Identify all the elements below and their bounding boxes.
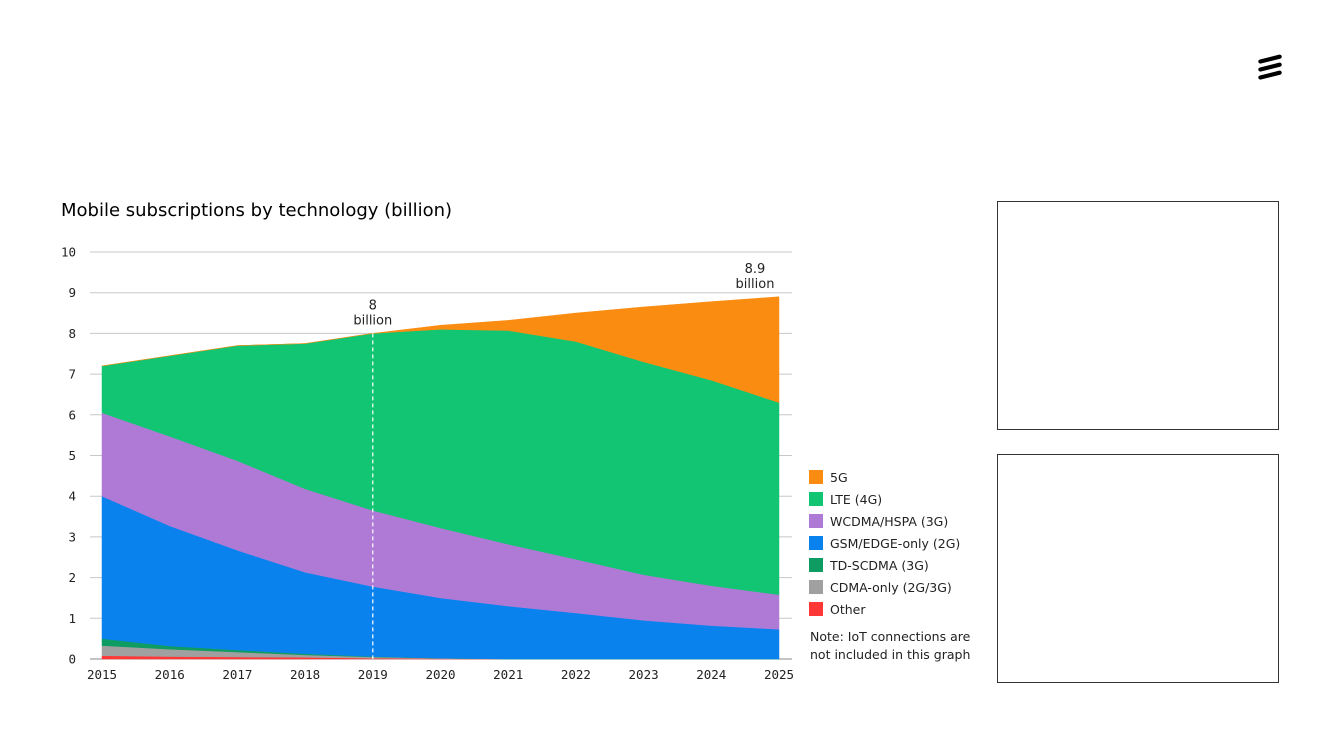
area-5g bbox=[101, 296, 780, 403]
annotation-value: 8.9 bbox=[745, 262, 766, 277]
annotation-unit: billion bbox=[353, 313, 392, 328]
y-tick-label: 8 bbox=[68, 326, 76, 341]
legend-item: 5G bbox=[809, 466, 984, 488]
x-tick-label: 2019 bbox=[358, 667, 388, 682]
legend-swatch bbox=[809, 492, 823, 506]
y-tick-label: 7 bbox=[68, 367, 76, 382]
legend-swatch bbox=[809, 580, 823, 594]
legend-item: WCDMA/HSPA (3G) bbox=[809, 510, 984, 532]
legend-swatch bbox=[809, 558, 823, 572]
annotation-unit: billion bbox=[736, 277, 775, 292]
ericsson-logo-icon bbox=[1258, 54, 1282, 80]
empty-panel-top bbox=[997, 201, 1279, 430]
legend-swatch bbox=[809, 602, 823, 616]
legend-label: 5G bbox=[830, 469, 848, 485]
x-tick-label: 2021 bbox=[493, 667, 523, 682]
legend-item: CDMA-only (2G/3G) bbox=[809, 576, 984, 598]
y-tick-label: 1 bbox=[68, 611, 76, 626]
legend-label: TD-SCDMA (3G) bbox=[830, 557, 929, 573]
x-tick-label: 2015 bbox=[87, 667, 117, 682]
legend-label: CDMA-only (2G/3G) bbox=[830, 579, 952, 595]
annotation-value: 8 bbox=[369, 298, 377, 313]
x-tick-label: 2025 bbox=[764, 667, 794, 682]
x-tick-label: 2016 bbox=[155, 667, 185, 682]
y-tick-label: 6 bbox=[68, 407, 76, 422]
x-tick-label: 2020 bbox=[425, 667, 455, 682]
y-tick-label: 0 bbox=[68, 652, 76, 667]
chart-title: Mobile subscriptions by technology (bill… bbox=[61, 200, 453, 221]
x-tick-label: 2018 bbox=[290, 667, 320, 682]
legend-swatch bbox=[809, 514, 823, 528]
x-tick-label: 2022 bbox=[561, 667, 591, 682]
chart-note: Note: IoT connections are not included i… bbox=[810, 629, 971, 662]
y-tick-label: 3 bbox=[68, 529, 76, 544]
legend-label: Other bbox=[830, 601, 866, 617]
legend-label: GSM/EDGE-only (2G) bbox=[830, 535, 961, 551]
chart-legend: 5G LTE (4G) WCDMA/HSPA (3G) GSM/EDGE-only (… bbox=[809, 466, 984, 620]
y-tick-label: 10 bbox=[61, 245, 76, 260]
y-tick-label: 2 bbox=[68, 570, 76, 585]
legend-swatch bbox=[809, 470, 823, 484]
legend-item: Other bbox=[809, 598, 984, 620]
legend-item: GSM/EDGE-only (2G) bbox=[809, 532, 984, 554]
legend-label: LTE (4G) bbox=[830, 491, 883, 507]
x-tick-label: 2017 bbox=[222, 667, 252, 682]
legend-item: LTE (4G) bbox=[809, 488, 984, 510]
x-tick-label: 2023 bbox=[629, 667, 659, 682]
y-tick-label: 4 bbox=[68, 489, 76, 504]
empty-panel-bottom bbox=[997, 454, 1279, 683]
chart-axes: 0 1 2 3 4 5 6 7 8 9 10 2015 2016 2017 2018 2019 2020 2021… bbox=[61, 245, 794, 683]
y-tick-label: 5 bbox=[68, 448, 76, 463]
chart-areas bbox=[101, 296, 780, 660]
y-tick-label: 9 bbox=[68, 285, 76, 300]
legend-item: TD-SCDMA (3G) bbox=[809, 554, 984, 576]
x-tick-label: 2024 bbox=[696, 667, 726, 682]
legend-swatch bbox=[809, 536, 823, 550]
legend-label: WCDMA/HSPA (3G) bbox=[830, 513, 949, 529]
